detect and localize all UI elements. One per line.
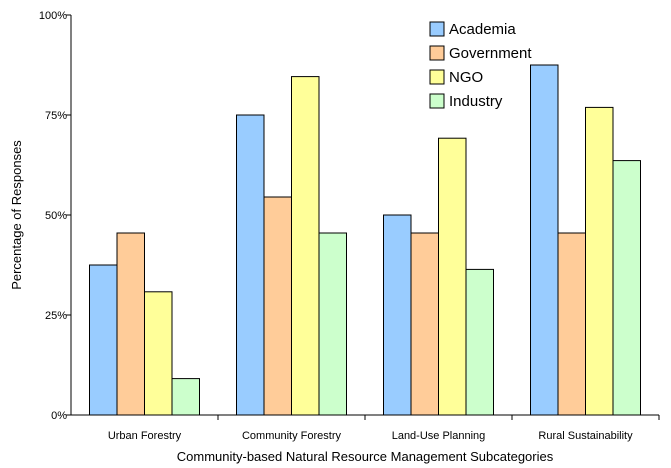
- legend-swatch-academia: [429, 21, 445, 37]
- legend-swatch-government: [429, 45, 445, 61]
- legend-label-industry: Industry: [449, 93, 503, 110]
- bar-academia-3: [383, 214, 412, 416]
- bar-ngo-3: [438, 137, 467, 416]
- legend: Academia Government NGO Industry: [429, 21, 532, 110]
- y-tick-label: 50%: [45, 210, 67, 222]
- bar-ngo-2: [291, 76, 320, 416]
- bar-government-1: [116, 232, 145, 416]
- bar-industry-1: [171, 378, 200, 416]
- legend-label-academia: Academia: [449, 21, 516, 38]
- bar-government-4: [557, 232, 586, 416]
- bar-ngo-1: [144, 291, 173, 416]
- x-tick-label: Urban Forestry: [108, 430, 182, 442]
- bar-government-3: [410, 232, 439, 416]
- bars: [89, 64, 641, 416]
- y-tick-label: 0%: [51, 410, 67, 422]
- legend-label-ngo: NGO: [449, 69, 483, 86]
- bar-industry-2: [318, 232, 347, 416]
- x-axis-title: Community-based Natural Resource Managem…: [177, 449, 554, 464]
- legend-swatch-ngo: [429, 69, 445, 85]
- bar-industry-4: [612, 160, 641, 416]
- legend-label-government: Government: [449, 45, 532, 62]
- bar-ngo-4: [585, 106, 614, 416]
- bar-industry-3: [465, 268, 494, 416]
- bar-academia-1: [89, 264, 118, 416]
- y-tick-label: 75%: [45, 110, 67, 122]
- legend-swatch-industry: [429, 93, 445, 109]
- y-axis-title: Percentage of Responses: [9, 140, 24, 290]
- bar-academia-4: [530, 64, 559, 416]
- x-tick-label: Community Forestry: [242, 430, 342, 442]
- bar-academia-2: [236, 114, 265, 416]
- x-tick-label: Land-Use Planning: [392, 430, 486, 442]
- y-ticks: 0% 25% 50% 75% 100%: [39, 10, 71, 422]
- y-tick-label: 25%: [45, 310, 67, 322]
- bar-government-2: [263, 196, 292, 416]
- x-ticks: Urban Forestry Community Forestry Land-Use…: [108, 415, 660, 442]
- x-tick-label: Rural Sustainability: [538, 430, 633, 442]
- y-tick-label: 100%: [39, 10, 67, 22]
